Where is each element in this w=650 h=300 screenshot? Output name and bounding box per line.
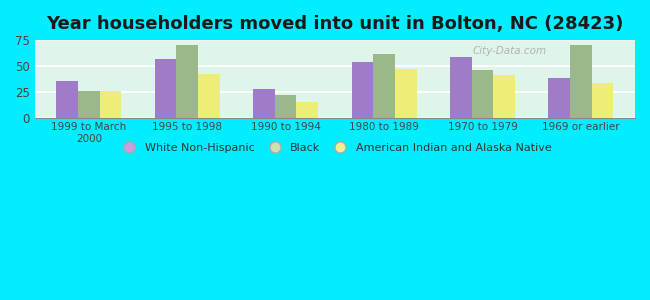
- Bar: [472, 70, 493, 118]
- Bar: [570, 45, 592, 118]
- Bar: [254, 89, 275, 118]
- Bar: [275, 95, 296, 118]
- Bar: [296, 102, 318, 118]
- Bar: [78, 91, 99, 118]
- Bar: [99, 91, 122, 118]
- Bar: [450, 57, 472, 118]
- Bar: [176, 45, 198, 118]
- Bar: [549, 78, 570, 118]
- Bar: [155, 59, 176, 118]
- Bar: [352, 62, 373, 118]
- Bar: [198, 74, 220, 118]
- Title: Year householders moved into unit in Bolton, NC (28423): Year householders moved into unit in Bol…: [46, 15, 623, 33]
- Bar: [373, 53, 395, 118]
- Text: City-Data.com: City-Data.com: [473, 46, 547, 56]
- Bar: [57, 81, 78, 118]
- Bar: [395, 69, 417, 118]
- Bar: [493, 75, 515, 118]
- Bar: [592, 83, 614, 118]
- Legend: White Non-Hispanic, Black, American Indian and Alaska Native: White Non-Hispanic, Black, American Indi…: [114, 138, 556, 157]
